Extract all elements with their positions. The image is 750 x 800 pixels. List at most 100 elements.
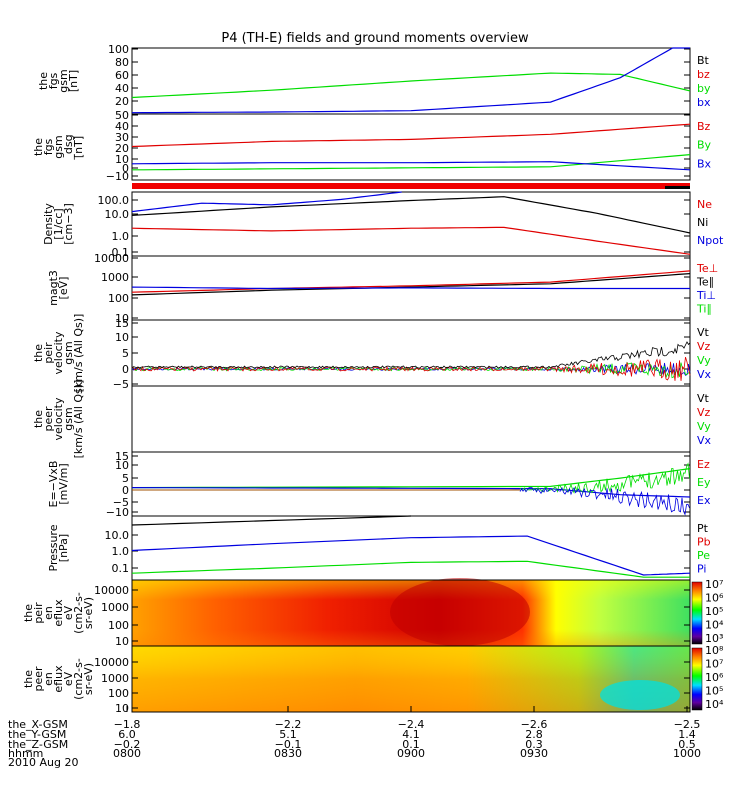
panel-p8-legend-Pt: Pt [697,522,709,535]
bottom-row-value-4-0: −2.5 [674,718,701,731]
ion-flux-peak [390,578,530,646]
bottom-row-value-4-3: 1000 [673,747,701,760]
panel-p4-legend-Ti∥: Ti∥ [696,303,712,316]
series-density-Ni [131,196,691,234]
panel-p3-ylabel: [1/cc] [52,208,65,239]
panel-p1-tick-label: 20 [115,95,129,108]
panel-p1-legend-bx: bx [697,96,711,109]
panel-p10-colorbar-label: 10⁴ [705,698,724,711]
panel-p1-legend-bz: bz [697,68,710,81]
bottom-row-value-4-2: 0.5 [678,738,696,751]
panel-p10-ylabel: (cm2-s- [72,658,85,700]
panel-p5-legend-Vy: Vy [697,354,711,367]
panel-p8-tick-label: 10.0 [105,529,130,542]
bottom-row-value-2-3: 0900 [397,747,425,760]
panel-p2-tick-label: −10 [106,170,129,183]
bottom-row-value-3-1: 2.8 [525,728,543,741]
panel-p6-ylabel: gsm [62,407,75,430]
panel-p9-colorbar-label: 10³ [705,632,723,645]
series-fgs_gsm_dsg-By [132,154,691,171]
panel-p2-ylabel: the [32,138,45,156]
bottom-row-label-3: hhmm [8,747,43,760]
panel-p4-ylabel: [eV] [57,277,70,300]
bottom-row-label-0: the_X-GSM [8,718,68,731]
panel-p4-tick-label: 100 [108,292,129,305]
panel-p3-legend-Ne: Ne [697,198,712,211]
panel-p8-ylabel: [nPa] [57,534,70,562]
panel-p10-tick-label: 1000 [101,672,129,685]
panel-p4-legend-Te⊥: Te⊥ [696,262,718,275]
panel-p5-ylabel: gsm [62,341,75,364]
panel-p10-ylabel: en [42,672,55,686]
panel-p10-colorbar-label: 10⁷ [705,658,723,671]
panel-p2-tick-label: 30 [115,131,129,144]
panel-p2-legend-Bz: Bz [697,120,711,133]
bottom-row-value-2-0: −2.4 [398,718,425,731]
electron-spectrogram-shade [132,646,690,712]
panel-p5-tick-label: 10 [115,331,129,344]
panel-p8-tick-label: 1.0 [112,545,130,558]
velocity-noise-2 [131,356,691,381]
bottom-row-value-3-2: 0.3 [525,738,543,751]
panel-p8-legend-Pi: Pi [697,563,706,576]
panel-p4-ylabel: magt3 [47,270,60,306]
panel-p5-ylabel: [km/s (All Qs)] [72,314,85,393]
panel-p9-tick-label: 1000 [101,601,129,614]
panel-p10-tick-label: 100 [108,687,129,700]
bottom-row-value-1-2: −0.1 [275,738,302,751]
panel-p5-ylabel: velocity [52,331,65,374]
bottom-row-value-3-3: 0930 [520,747,548,760]
panel-p2-tick-label: 50 [115,109,129,122]
bottom-row-value-0-3: 0800 [113,747,141,760]
bottom-row-label-4: 2010 Aug 20 [8,756,78,769]
panel-p7-legend-Ex: Ex [697,494,711,507]
bottom-row-value-2-1: 4.1 [402,728,420,741]
panel-p9-ylabel: eflux [52,599,65,627]
panel-p3-tick-label: 0.1 [112,246,130,259]
panel-p8-legend-Pb: Pb [697,536,711,549]
panel-p2-tick-label: 20 [115,142,129,155]
panel-p1-tick-label: 80 [115,56,129,69]
panel-p10-ylabel: eV [62,671,75,686]
panel-p3-tick-label: 100.0 [98,194,130,207]
panel-p7-legend-Ey: Ey [697,476,711,489]
panel-p1-legend-by: by [697,82,711,95]
panel-p9-colorbar-label: 10⁴ [705,619,724,632]
quality-flag-bar [132,183,690,189]
panel-p4-tick-label: 1000 [101,271,129,284]
panel-p5-tick-label: 15 [115,317,129,330]
panel-p1-tick-label: 60 [115,69,129,82]
bottom-row-value-1-1: 5.1 [279,728,297,741]
bottom-row-value-2-2: 0.1 [402,738,420,751]
panel-p4-legend-Ti⊥: Ti⊥ [696,289,716,302]
panel-p10-colorbar-label: 10⁸ [705,644,724,657]
panel-p4-legend-Te∥: Te∥ [696,276,714,289]
panel-p6-legend-Vy: Vy [697,420,711,433]
panel-p2-ylabel: [nT] [72,136,85,158]
panel-p9-ylabel: en [42,606,55,620]
efield-noise-1 [519,486,690,516]
panel-p8-tick-label: 0.1 [112,562,130,575]
panel-p5-tick-label: 0 [122,363,129,376]
panel-p10-tick-label: 10000 [94,656,129,669]
series-pressure-Pi [131,535,691,576]
panel-p7-ylabel: E=−VxB [47,461,60,508]
panel-p10-ylabel: eflux [52,665,65,693]
panel-p6-ylabel: the [32,410,45,428]
panel-p10-colorbar [691,647,703,711]
panel-p1-ylabel: gsm [57,69,70,92]
velocity-noise-3 [131,341,691,369]
bottom-row-value-0-2: −0.2 [114,738,141,751]
bottom-row-value-0-1: 6.0 [118,728,136,741]
panel-p9-tick-label: 10000 [94,584,129,597]
panel-p6-legend-Vz: Vz [697,406,711,419]
bottom-row-value-3-0: −2.6 [521,718,548,731]
panel-p9-tick-label: 100 [108,619,129,632]
panel-p9-colorbar [691,581,703,645]
bottom-row-label-2: the_Z-GSM [8,738,68,751]
panel-p2-ylabel: gsm [52,135,65,158]
panel-p5-ylabel: peir [42,342,55,364]
panel-p5-ylabel: the [32,344,45,362]
panel-p9-ylabel: (cm2-s- [72,592,85,634]
